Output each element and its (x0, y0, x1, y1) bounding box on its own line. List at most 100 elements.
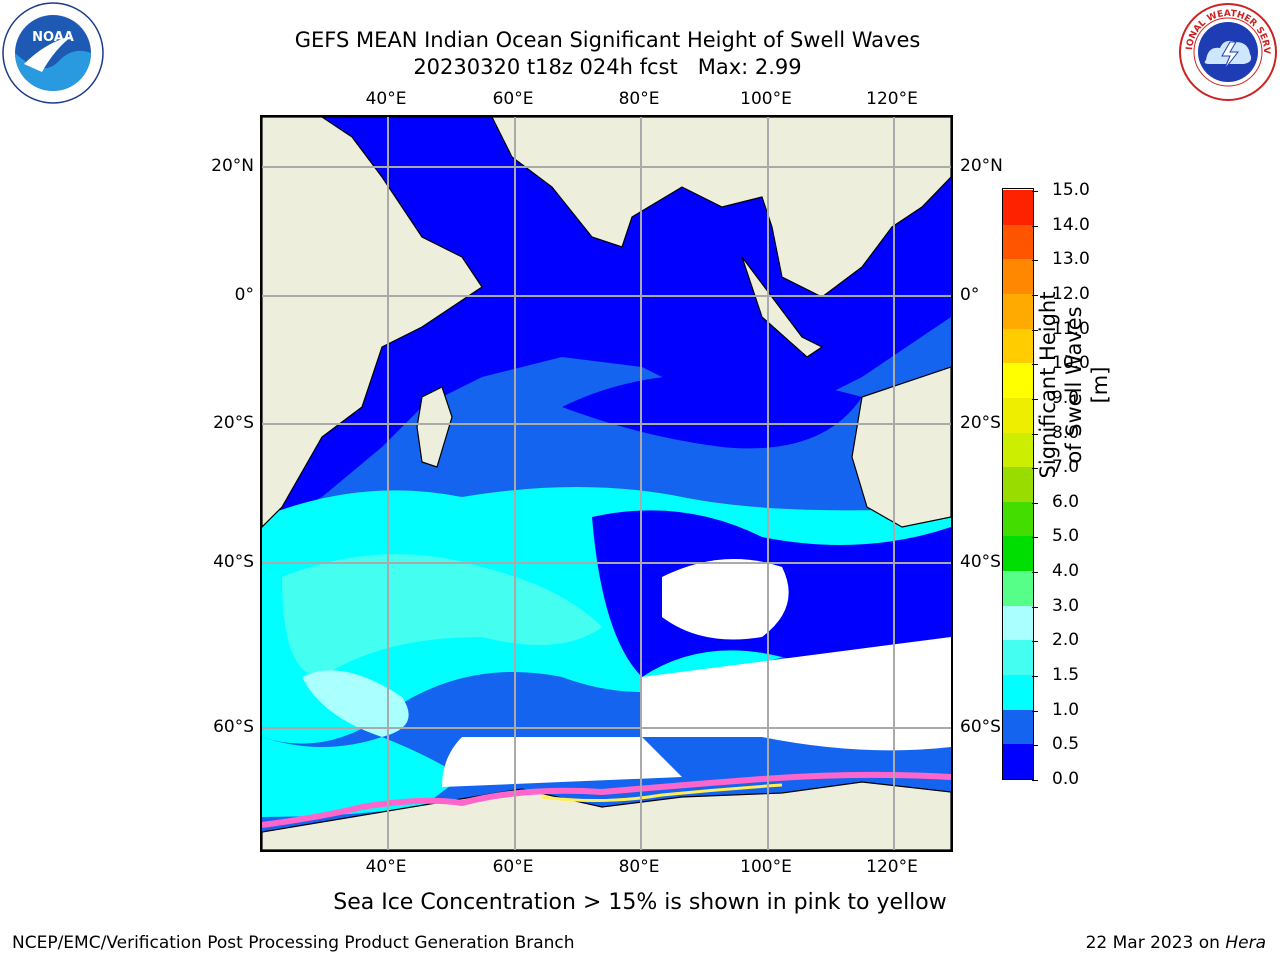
lon-label-top-120e: 120°E (866, 89, 918, 109)
colorbar-tick-label-14: 12.0 (1052, 283, 1090, 304)
noaa-logo-text: NOAA (32, 30, 74, 45)
swell-bin-0-central (562, 374, 862, 449)
footer-left: NCEP/EMC/Verification Post Processing Pr… (12, 933, 575, 953)
land-asia (262, 117, 951, 298)
sea-ice-yellow (541, 783, 783, 803)
colorbar-segment-1 (1003, 709, 1033, 745)
colorbar-tick-label-13: 11.0 (1052, 318, 1090, 339)
colorbar-tick-4 (1032, 641, 1038, 643)
colorbar-tick-label-15: 13.0 (1052, 249, 1090, 270)
colorbar-tick-label-9: 7.0 (1052, 457, 1080, 478)
colorbar-tick-12 (1032, 364, 1038, 366)
colorbar-segment-16 (1003, 189, 1033, 225)
colorbar-segment-14 (1003, 258, 1033, 294)
colorbar-tick-2 (1032, 710, 1038, 712)
colorbar-tick-label-5: 3.0 (1052, 595, 1080, 616)
lon-label-top-80e: 80°E (618, 89, 660, 109)
land-madagascar (416, 386, 453, 468)
no-data-southern-2 (442, 737, 682, 787)
lon-label-bottom-100e: 100°E (740, 857, 792, 877)
colorbar-tick-label-11: 9.0 (1052, 387, 1080, 408)
lat-label-left-20s: 20°S (213, 413, 254, 433)
graticule (262, 117, 951, 850)
colorbar-segment-15 (1003, 224, 1033, 260)
colorbar-tick-label-8: 6.0 (1052, 491, 1080, 512)
colorbar-segment-10 (1003, 397, 1033, 433)
lon-label-top-100e: 100°E (740, 89, 792, 109)
lat-label-right-0: 0° (960, 285, 980, 305)
colorbar-tick-label-4: 2.0 (1052, 630, 1080, 651)
colorbar-tick-5 (1032, 606, 1038, 608)
colorbar-segment-13 (1003, 293, 1033, 329)
lat-label-left-0: 0° (234, 285, 254, 305)
map-panel[interactable] (260, 115, 953, 852)
lon-label-top-60e: 60°E (492, 89, 534, 109)
colorbar-tick-label-16: 14.0 (1052, 214, 1090, 235)
colorbar-segment-9 (1003, 432, 1033, 468)
colorbar-tick-label-10: 8.0 (1052, 422, 1080, 443)
colorbar-tick-label-12: 10.0 (1052, 353, 1090, 374)
lat-label-right-40s: 40°S (960, 552, 1001, 572)
colorbar-tick-16 (1032, 225, 1038, 227)
colorbar-tick-8 (1032, 502, 1038, 504)
colorbar-tick-9 (1032, 468, 1038, 470)
colorbar-tick-13 (1032, 329, 1038, 331)
colorbar-segment-5 (1003, 570, 1033, 606)
colorbar-segment-7 (1003, 501, 1033, 537)
land-australia (851, 366, 951, 528)
colorbar (1002, 188, 1034, 780)
colorbar-segment-12 (1003, 328, 1033, 364)
lon-label-bottom-60e: 60°E (492, 857, 534, 877)
no-data-patch-1 (662, 559, 789, 640)
noaa-logo: NOAA (2, 2, 104, 104)
colorbar-segment-6 (1003, 535, 1033, 572)
colorbar-segment-2 (1003, 674, 1033, 710)
no-data-southern (642, 637, 951, 751)
colorbar-tick-label-6: 4.0 (1052, 561, 1080, 582)
lat-label-left-40s: 40°S (213, 552, 254, 572)
lat-label-left-20n: 20°N (211, 156, 254, 176)
colorbar-segment-4 (1003, 605, 1033, 641)
colorbar-tick-label-3: 1.5 (1052, 665, 1080, 686)
footer-host: Hera (1225, 933, 1266, 953)
colorbar-tick-6 (1032, 572, 1038, 574)
nws-logo: NATIONAL WEATHER SERVICE (1174, 0, 1278, 102)
colorbar-tick-15 (1032, 260, 1038, 262)
colorbar-tick-label-1: 0.5 (1052, 734, 1080, 755)
colorbar-tick-7 (1032, 537, 1038, 539)
colorbar-tick-14 (1032, 294, 1038, 296)
colorbar-segment-11 (1003, 362, 1033, 398)
chart-subtitle: 20230320 t18z 024h fcst Max: 2.99 (413, 55, 802, 79)
colorbar-tick-label-7: 5.0 (1052, 526, 1080, 547)
colorbar-tick-10 (1032, 433, 1038, 435)
colorbar-tick-label-0: 0.0 (1052, 769, 1080, 789)
colorbar-tick-1 (1032, 745, 1038, 747)
colorbar-segment-3 (1003, 639, 1033, 676)
lon-label-bottom-40e: 40°E (365, 857, 407, 877)
lat-label-right-20n: 20°N (960, 156, 1003, 176)
lat-label-right-60s: 60°S (960, 717, 1001, 737)
colorbar-tick-0 (1032, 780, 1038, 781)
colorbar-tick-label-17: 15.0 (1052, 180, 1090, 200)
lat-label-left-60s: 60°S (213, 717, 254, 737)
colorbar-label: Significant Height of Swell Waves [m] (1036, 291, 1112, 479)
lon-label-bottom-120e: 120°E (866, 857, 918, 877)
sea-ice-pink (262, 771, 951, 828)
footer-date: 22 Mar 2023 on (1085, 933, 1226, 953)
colorbar-tick-3 (1032, 676, 1038, 678)
colorbar-tick-11 (1032, 398, 1038, 400)
lat-label-right-20s: 20°S (960, 413, 1001, 433)
swell-bin-2 (302, 670, 409, 737)
footer-right: 22 Mar 2023 on Hera (1086, 933, 1266, 953)
lon-label-top-40e: 40°E (365, 89, 407, 109)
map-svg (262, 117, 951, 850)
chart-title: GEFS MEAN Indian Ocean Significant Heigh… (294, 28, 921, 52)
colorbar-segment-8 (1003, 466, 1033, 502)
colorbar-segment-0 (1003, 743, 1033, 779)
colorbar-tick-17 (1032, 191, 1038, 192)
lon-label-bottom-80e: 80°E (618, 857, 660, 877)
caption: Sea Ice Concentration > 15% is shown in … (333, 890, 947, 915)
swell-bin-15 (282, 554, 602, 677)
swell-bin-1-south (262, 737, 462, 817)
colorbar-tick-label-2: 1.0 (1052, 699, 1080, 720)
